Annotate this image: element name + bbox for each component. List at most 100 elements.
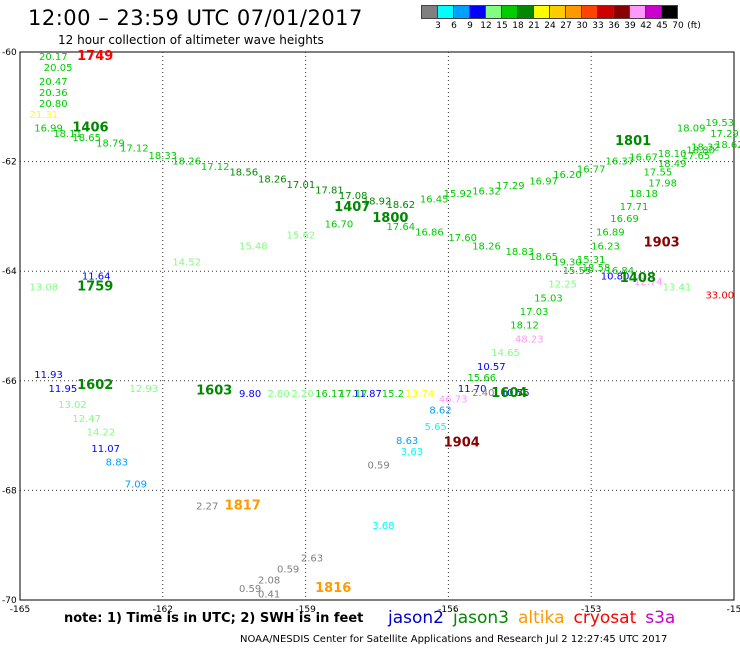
legend-label: 42 xyxy=(640,21,652,31)
x-tick-label: -165 xyxy=(10,605,30,615)
legend-label: 70 xyxy=(672,21,684,31)
legend-label: 24 xyxy=(544,21,556,31)
wave-height-value: 18.18 xyxy=(629,189,658,200)
wave-height-value: 17.64 xyxy=(387,222,416,233)
pass-time-label: 1602 xyxy=(77,378,113,393)
wave-height-value: 14.52 xyxy=(172,258,201,269)
satellite-legend: jason2 jason3 altika cryosat s3a xyxy=(388,608,684,628)
wave-height-value: 15.31 xyxy=(577,255,606,266)
wave-height-value: 12.47 xyxy=(72,414,101,425)
wave-height-value: 16.45 xyxy=(420,195,449,206)
legend-swatch xyxy=(437,5,454,19)
wave-height-value: 11.95 xyxy=(49,384,78,395)
wave-height-value: 2.63 xyxy=(301,554,323,565)
wave-height-value: 17.65 xyxy=(682,151,711,162)
credits: NOAA/NESDIS Center for Satellite Applica… xyxy=(240,634,668,645)
satellite-legend-item: s3a xyxy=(645,608,676,628)
wave-height-value: 46.73 xyxy=(439,395,468,406)
wave-height-value: 16.32 xyxy=(472,186,501,197)
wave-height-value: 18.58 xyxy=(582,263,611,274)
legend-swatch xyxy=(421,5,438,19)
wave-height-value: 2.20 xyxy=(291,389,313,400)
wave-height-value: 18.56 xyxy=(229,167,258,178)
wave-height-value: 10.80 xyxy=(601,271,630,282)
wave-height-value: 14.22 xyxy=(87,428,116,439)
wave-height-value: 48.23 xyxy=(515,334,544,345)
wave-height-value: 33.00 xyxy=(705,291,734,302)
wave-height-value: 11.70 xyxy=(458,384,487,395)
wave-height-value: 19.30 xyxy=(553,258,582,269)
wave-height-value: 18.12 xyxy=(510,321,539,332)
legend-swatch xyxy=(597,5,614,19)
wave-height-value: 17.01 xyxy=(287,180,316,191)
wave-height-value: 18.79 xyxy=(96,138,125,149)
wave-height-value: 17.17 xyxy=(339,389,368,400)
y-tick-label: -68 xyxy=(2,486,17,496)
wave-height-value: 17.08 xyxy=(339,191,368,202)
wave-height-value: 2.27 xyxy=(196,502,218,513)
wave-height-value: 18.26 xyxy=(172,156,201,167)
wave-height-value: 12.93 xyxy=(129,384,158,395)
wave-height-value: 8.62 xyxy=(429,406,451,417)
pass-time-label: 1904 xyxy=(444,436,480,451)
wave-height-value: 16.23 xyxy=(591,241,620,252)
wave-height-value: 18.49 xyxy=(658,159,687,170)
wave-height-value: 9.80 xyxy=(239,389,261,400)
wave-height-value: 18.26 xyxy=(472,241,501,252)
wave-height-value: 18.62 xyxy=(715,140,740,151)
wave-height-value: 16.84 xyxy=(605,266,634,277)
wave-height-value: 0.59 xyxy=(239,584,261,595)
wave-height-value: 14.65 xyxy=(491,348,520,359)
wave-height-value: 17.12 xyxy=(201,162,230,173)
wave-height-value: 18.10 xyxy=(658,149,687,160)
wave-height-value: 0.59 xyxy=(367,460,389,471)
legend-swatch xyxy=(581,5,598,19)
wave-height-value: 18.92 xyxy=(363,196,392,207)
y-tick-label: -66 xyxy=(2,377,17,387)
legend-swatch xyxy=(533,5,550,19)
pass-time-label: 1407 xyxy=(334,200,370,215)
wave-height-value: 8.83 xyxy=(106,458,128,469)
wave-height-value: 18.80 xyxy=(686,145,715,156)
wave-height-value: 13.08 xyxy=(30,282,59,293)
legend-label: 15 xyxy=(496,21,508,31)
wave-height-value: 5.65 xyxy=(425,422,447,433)
pass-time-label: 1817 xyxy=(225,499,261,514)
wave-height-value: 3.63 xyxy=(401,447,423,458)
pass-time-label: 1816 xyxy=(315,581,351,596)
satellite-legend-item: altika xyxy=(518,608,565,628)
wave-height-value: 3.68 xyxy=(372,521,394,532)
y-tick-label: -62 xyxy=(2,158,17,168)
pass-time-label: 1406 xyxy=(72,120,108,135)
wave-height-value: 18.65 xyxy=(72,133,101,144)
wave-height-value: 12.25 xyxy=(548,280,577,291)
wave-height-value: 17.98 xyxy=(648,178,677,189)
wave-height-value: 20.47 xyxy=(39,77,68,88)
wave-height-value: 21.31 xyxy=(30,110,59,121)
wave-height-value: 20.80 xyxy=(39,99,68,110)
wave-height-value: 19.53 xyxy=(705,118,734,129)
wave-height-value: 11.64 xyxy=(82,271,111,282)
legend-label: 33 xyxy=(592,21,604,31)
legend-swatch xyxy=(517,5,534,19)
legend-label: 45 xyxy=(656,21,668,31)
legend-swatches xyxy=(421,5,728,19)
y-tick-label: -64 xyxy=(2,267,17,277)
legend-label: 3 xyxy=(435,21,441,31)
pass-time-label: 1903 xyxy=(644,236,680,251)
wave-height-value: 18.11 xyxy=(53,129,82,140)
page-title: 12:00 – 23:59 UTC 07/01/2017 xyxy=(28,6,363,30)
legend-swatch xyxy=(629,5,646,19)
wave-height-value: 2.80 xyxy=(268,389,290,400)
legend-label: 21 xyxy=(528,21,540,31)
y-tick-label: -70 xyxy=(2,596,17,606)
x-tick-label: -159 xyxy=(295,605,316,615)
legend-swatch xyxy=(661,5,678,19)
wave-height-value: 18.26 xyxy=(258,174,287,185)
pass-time-label: 1800 xyxy=(372,211,408,226)
legend-swatch xyxy=(501,5,518,19)
map-frame xyxy=(19,51,735,601)
pass-time-label: 1801 xyxy=(615,134,651,149)
wave-height-value: 0.41 xyxy=(258,589,280,600)
